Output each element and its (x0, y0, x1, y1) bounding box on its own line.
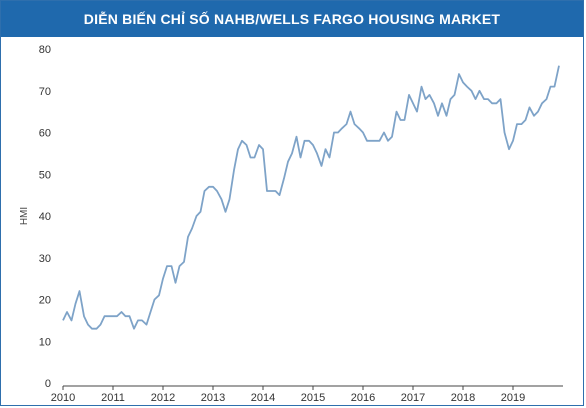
x-tick-label: 2016 (351, 392, 375, 404)
x-tick-label: 2012 (151, 392, 175, 404)
x-tick-label: 2010 (51, 392, 75, 404)
x-tick-label: 2011 (101, 392, 125, 404)
y-axis-label: HMI (19, 207, 30, 225)
x-tick-label: 2017 (401, 392, 425, 404)
x-tick-label: 2014 (251, 392, 275, 404)
y-tick-label: 10 (39, 336, 51, 348)
y-tick-label: 40 (39, 211, 51, 223)
chart-title-bar: DIỄN BIẾN CHỈ SỐ NAHB/WELLS FARGO HOUSIN… (1, 1, 583, 37)
hmi-series-line (62, 65, 560, 330)
y-tick-label: 80 (39, 44, 51, 56)
y-tick-label: 50 (39, 169, 51, 181)
chart-series (62, 65, 560, 330)
x-tick-label: 2018 (451, 392, 475, 404)
chart-axes: 0 10 20 30 40 50 60 70 80 2010 2011 2012 2013 2014 201… (39, 44, 563, 404)
y-tick-label: 0 (45, 378, 51, 390)
x-tick-label: 2015 (301, 392, 325, 404)
x-tick-label: 2019 (501, 392, 525, 404)
y-tick-label: 30 (39, 253, 51, 265)
y-tick-label: 60 (39, 128, 51, 140)
y-tick-label: 70 (39, 86, 51, 98)
x-tick-label: 2013 (201, 392, 225, 404)
y-tick-label: 20 (39, 295, 51, 307)
chart-title: DIỄN BIẾN CHỈ SỐ NAHB/WELLS FARGO HOUSIN… (83, 11, 501, 27)
